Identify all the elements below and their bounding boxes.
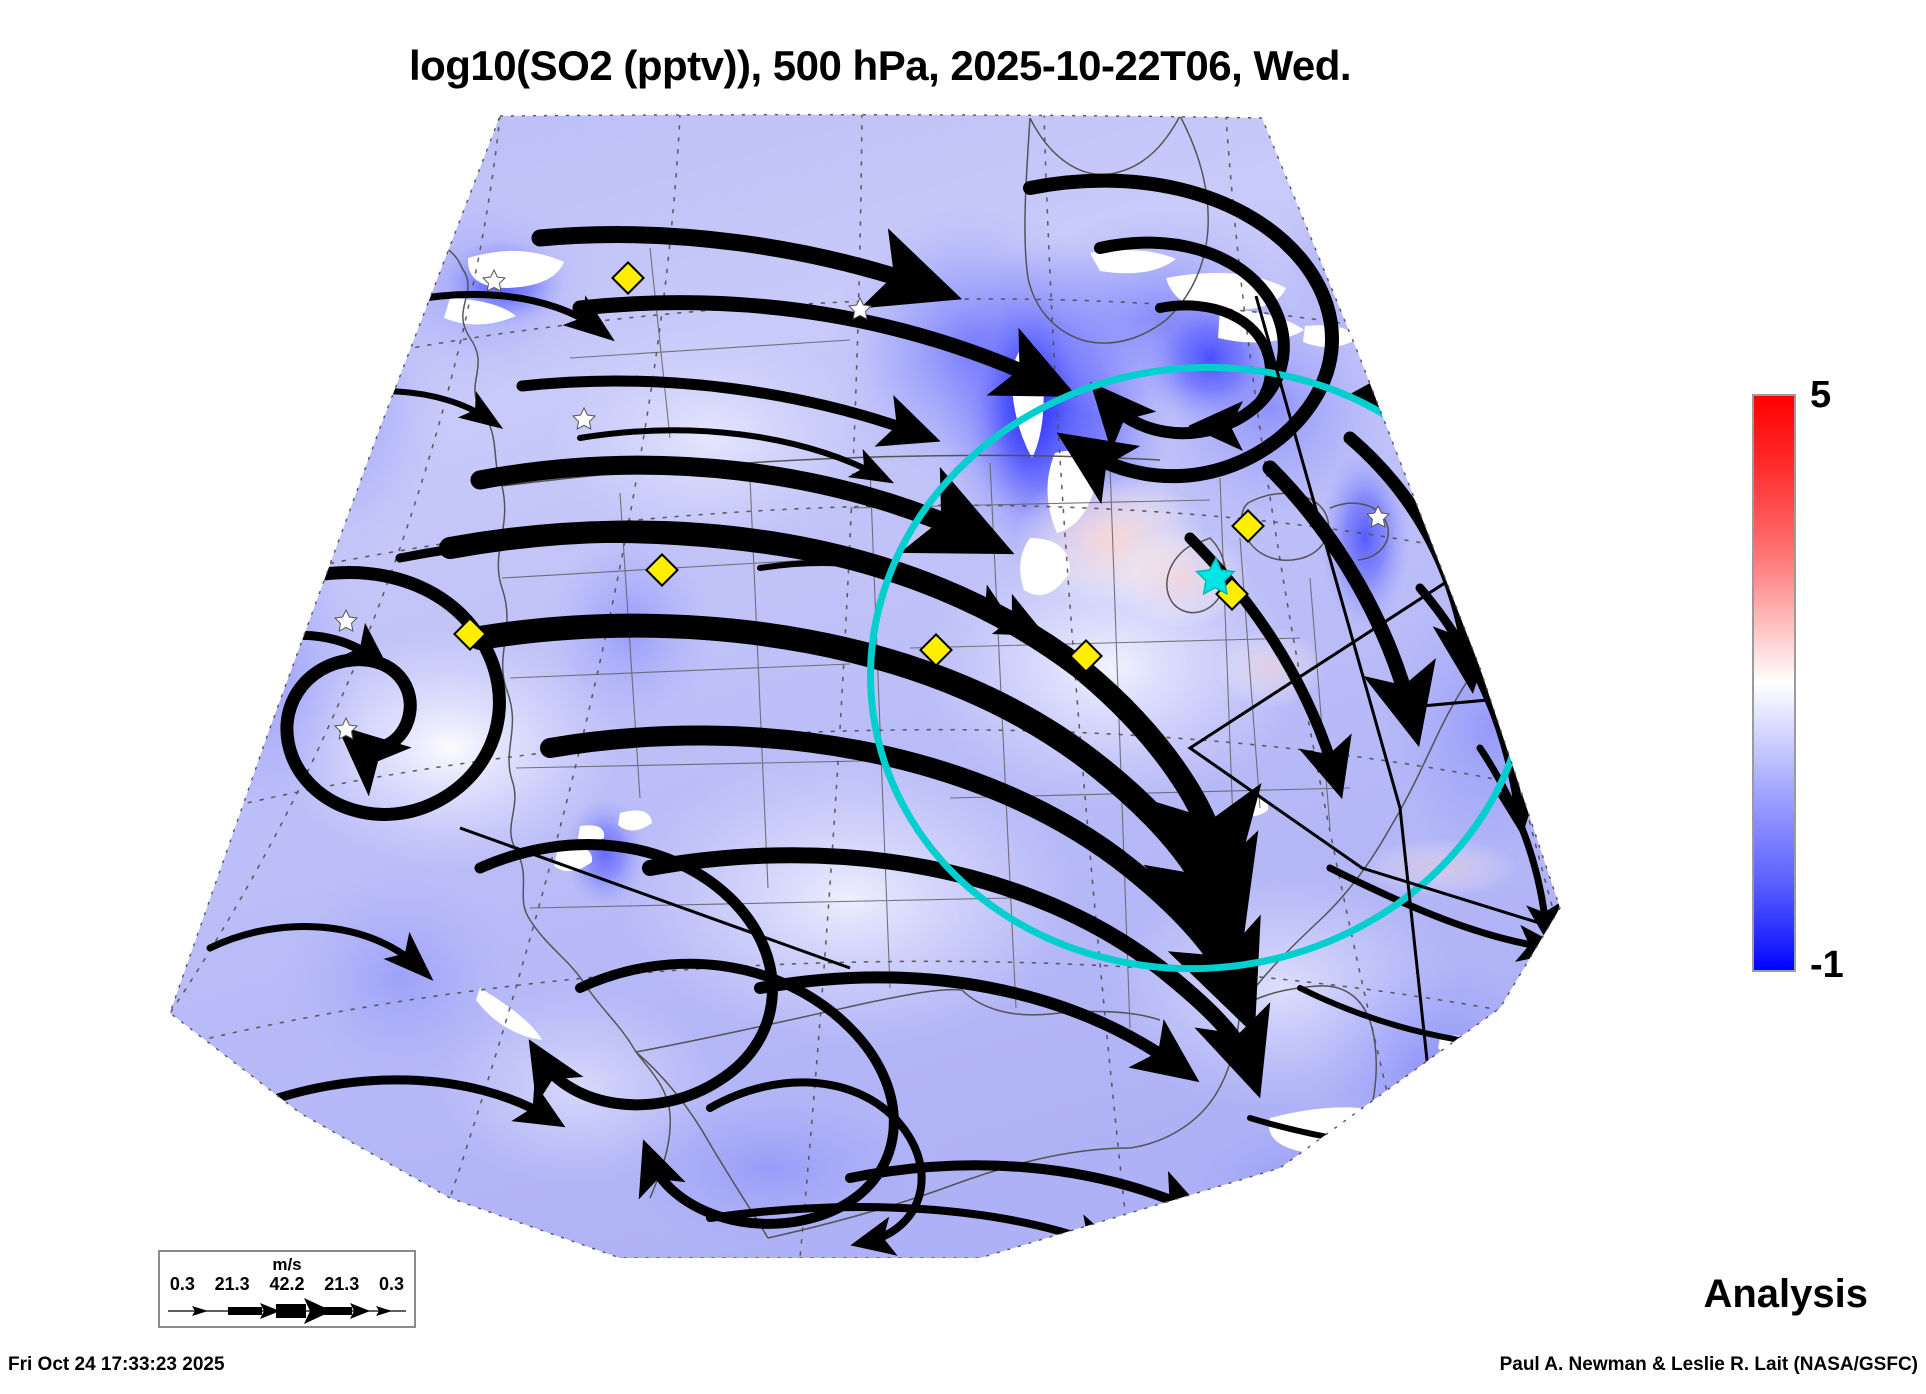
wind-speed-legend: m/s 0.3 21.3 42.2 21.3 0.3 bbox=[158, 1250, 416, 1328]
diamond-marker[interactable] bbox=[453, 617, 487, 651]
wind-legend-value: 21.3 bbox=[214, 1274, 250, 1294]
wind-legend-values: 0.3 21.3 42.2 21.3 0.3 bbox=[160, 1274, 414, 1295]
page-title: log10(SO2 (pptv)), 500 hPa, 2025-10-22T0… bbox=[408, 42, 1352, 89]
footer-credit: Paul A. Newman & Leslie R. Lait (NASA/GS… bbox=[1499, 1354, 1918, 1375]
footer-timestamp: Fri Oct 24 17:33:23 2025 bbox=[8, 1354, 225, 1375]
diamond-marker[interactable] bbox=[645, 553, 679, 587]
map-frame bbox=[169, 113, 1561, 1258]
station-star-icon bbox=[333, 268, 1391, 740]
wind-legend-value: 42.2 bbox=[269, 1274, 305, 1294]
colorbar-gradient bbox=[1752, 394, 1796, 972]
map-panel[interactable] bbox=[150, 108, 1710, 1258]
wind-legend-unit-label: m/s bbox=[272, 1255, 302, 1274]
diamond-marker[interactable] bbox=[919, 633, 953, 667]
wind-legend-value: 0.3 bbox=[379, 1274, 405, 1294]
diamond-marker[interactable] bbox=[611, 261, 645, 295]
site-markers[interactable] bbox=[333, 261, 1391, 740]
map-figure[interactable] bbox=[150, 108, 1710, 1258]
flight-origin-star-icon[interactable] bbox=[1194, 556, 1236, 596]
diamond-marker[interactable] bbox=[1231, 509, 1265, 543]
wind-legend-value: 21.3 bbox=[324, 1274, 360, 1294]
wind-legend-arrow-scale bbox=[168, 1298, 406, 1324]
colorbar[interactable]: 5 -1 bbox=[1752, 312, 1922, 1012]
analysis-label: Analysis bbox=[1703, 1272, 1868, 1316]
colorbar-min-label: -1 bbox=[1810, 944, 1844, 986]
flight-tracks bbox=[459, 295, 1560, 1089]
diamond-marker[interactable] bbox=[1069, 639, 1103, 673]
wind-legend-value: 0.3 bbox=[169, 1274, 195, 1294]
colorbar-max-label: 5 bbox=[1810, 374, 1832, 416]
